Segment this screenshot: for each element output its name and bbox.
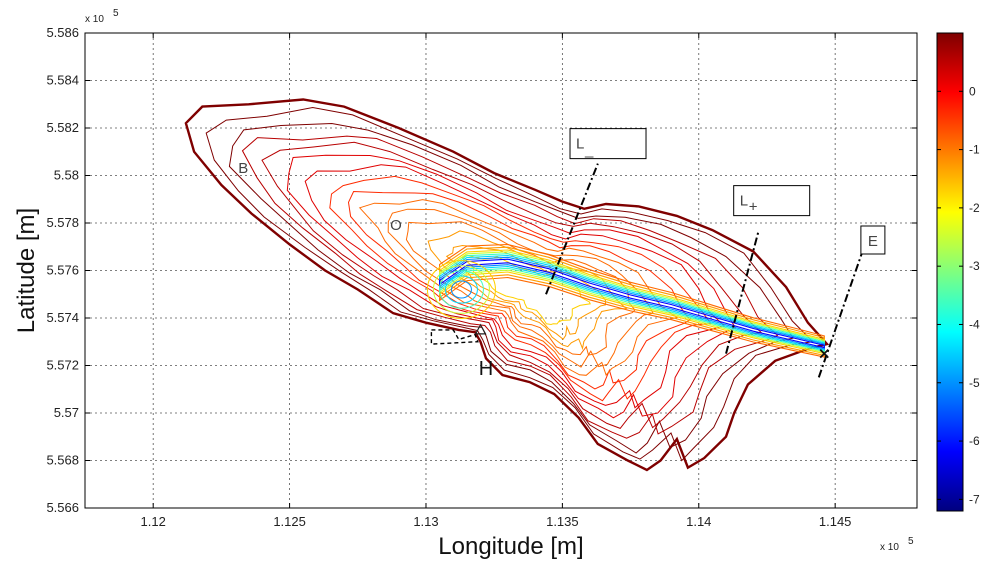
colorbar-tick-label: -4: [969, 317, 980, 331]
y-tick-label: 5.57: [54, 405, 79, 420]
annotation-label: E: [868, 233, 878, 250]
transect-line: [725, 229, 760, 354]
contour-lines: [184, 98, 830, 472]
annotation: H: [479, 358, 493, 380]
x-marker: [819, 348, 829, 359]
annotation-box: [733, 185, 811, 217]
axis-ticks: 1.12 1.125 1.13 1.135 1.14 1.145 5.566 5.568 5.5…: [46, 25, 917, 529]
x-exponent: x 10 5: [880, 536, 914, 553]
annotation: B: [238, 160, 248, 177]
annotation-subscript: _: [584, 142, 594, 159]
x-tick-label: 1.12: [141, 514, 166, 529]
channel-contour: [439, 253, 825, 352]
contour-line: [184, 98, 830, 472]
x-marker-stroke: [819, 348, 829, 359]
y-tick-label: 5.584: [46, 73, 79, 88]
annotation-label: O: [390, 217, 402, 234]
y-tick-label: 5.582: [46, 120, 79, 135]
colorbar-tick-label: -7: [969, 492, 980, 506]
annotation: L _: [569, 128, 647, 160]
markers: [474, 323, 829, 359]
harbour-outline: [430, 329, 479, 345]
contour-line: [329, 175, 712, 402]
channel-contour: [439, 256, 825, 350]
x-exponent-base: x 10: [880, 542, 899, 553]
x-tick-label: 1.145: [819, 514, 852, 529]
y-tick-label: 5.572: [46, 358, 79, 373]
annotation: E: [860, 225, 886, 255]
contour-line: [205, 106, 814, 462]
x-tick-label: 1.135: [546, 514, 579, 529]
channel-contour: [439, 258, 825, 349]
colorbar-tick-label: 0: [969, 84, 976, 98]
basin-contour: [444, 275, 478, 304]
transect-line: [545, 163, 599, 295]
colorbar-tick-label: -1: [969, 143, 980, 157]
basin-contour: [450, 280, 472, 299]
annotation-label: L: [576, 136, 584, 153]
basin-contour: [426, 260, 496, 319]
y-tick-label: 5.566: [46, 500, 79, 515]
y-tick-label: 5.578: [46, 215, 79, 230]
basin-contour: [432, 265, 490, 314]
x-exponent-power: 5: [908, 536, 914, 547]
annotation-label: L: [740, 193, 748, 210]
annotation-label: B: [238, 160, 248, 177]
y-tick-label: 5.568: [46, 453, 79, 468]
colorbar-tick-label: -5: [969, 376, 980, 390]
annotation-label: H: [479, 358, 493, 380]
channel-contour: [439, 246, 825, 357]
y-exponent: x 10 5: [85, 8, 119, 25]
contour-line: [347, 190, 691, 390]
y-tick-label: 5.58: [54, 168, 79, 183]
colorbar-ticks: 0 -1 -2 -3 -4 -5 -6 -7: [937, 84, 980, 506]
contour-line: [427, 230, 628, 351]
basin-contour: [438, 270, 484, 309]
y-exponent-power: 5: [113, 8, 119, 19]
x-tick-label: 1.14: [686, 514, 711, 529]
x-tick-label: 1.13: [413, 514, 438, 529]
x-tick-label: 1.125: [273, 514, 306, 529]
colorbar-tick-label: -2: [969, 201, 980, 215]
y-exponent-base: x 10: [85, 14, 104, 25]
colorbar-tick-label: -3: [969, 259, 980, 273]
colorbar: [936, 32, 964, 512]
channel-contour: [439, 243, 825, 358]
x-axis-label: Longitude [m]: [438, 533, 583, 560]
colorbar-tick-label: -6: [969, 434, 980, 448]
annotation: L +: [733, 185, 811, 217]
channel-contour: [439, 254, 825, 351]
y-tick-label: 5.576: [46, 263, 79, 278]
y-tick-label: 5.574: [46, 310, 79, 325]
contour-line: [261, 141, 763, 429]
annotation: O: [390, 217, 402, 234]
annotation-subscript: +: [749, 199, 758, 216]
contour-line: [241, 135, 779, 439]
triangle-marker: [474, 323, 487, 335]
annotation-box: [569, 128, 647, 160]
contour-line: [304, 164, 726, 409]
annotation-box: [860, 225, 886, 255]
contour-line: [445, 244, 607, 341]
contour-line: [228, 122, 795, 454]
contour-line: [358, 199, 679, 376]
y-tick-label: 5.586: [46, 25, 79, 40]
contour-line: [405, 221, 636, 356]
contour-line: [387, 208, 654, 368]
y-axis-label: Latitude [m]: [13, 208, 40, 333]
